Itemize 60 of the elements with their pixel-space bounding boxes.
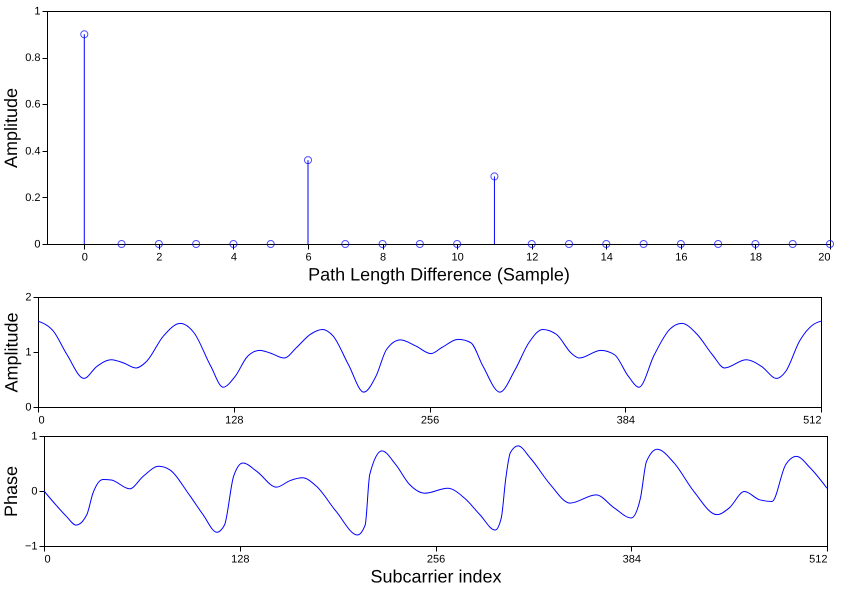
point <box>490 172 498 180</box>
x-tick-label: 256 <box>420 414 440 426</box>
x-tick-label: 10 <box>452 252 464 264</box>
y-tick-label: 2 <box>25 292 32 304</box>
x-tick-label: 12 <box>526 252 538 264</box>
y-tick-label: 0 <box>25 402 32 414</box>
x-tick-label: 0 <box>82 252 88 264</box>
point <box>266 240 275 248</box>
x-tick-label: 20 <box>818 252 830 264</box>
point <box>640 240 648 248</box>
point <box>453 240 462 248</box>
x-tick-label: 18 <box>750 252 762 264</box>
y-axis-title: Amplitude <box>1 312 22 393</box>
point <box>676 240 685 248</box>
point <box>826 240 834 248</box>
x-tick-label: 4 <box>230 252 237 264</box>
x-tick-label: 256 <box>426 554 446 566</box>
x-tick-label: 512 <box>809 554 828 566</box>
point <box>714 240 722 248</box>
point <box>229 240 238 248</box>
y-tick-label: 0.8 <box>25 52 40 64</box>
point <box>564 240 574 248</box>
x-tick-label: 14 <box>600 252 613 264</box>
point <box>528 240 536 248</box>
x-tick-label: 8 <box>380 252 386 264</box>
y-axis-title: Amplitude <box>1 88 22 168</box>
point <box>154 240 163 248</box>
x-tick-label: 512 <box>803 414 822 426</box>
y-tick-label: 1 <box>25 346 32 358</box>
x-tick-label: 128 <box>231 554 250 566</box>
point <box>118 240 126 248</box>
point <box>341 240 350 248</box>
x-tick-label: 16 <box>675 252 688 264</box>
y-tick-label: 1 <box>34 6 40 18</box>
x-tick-label: 6 <box>305 252 312 264</box>
y-tick-label: 0.2 <box>25 192 40 204</box>
point <box>80 30 88 38</box>
y-tick-label: −1 <box>24 540 38 552</box>
point <box>751 240 760 248</box>
y-axis-title: Phase <box>0 466 21 518</box>
point <box>378 240 387 248</box>
y-tick-label: 0 <box>31 486 38 498</box>
x-axis-title: Subcarrier index <box>370 566 502 586</box>
point <box>304 156 312 164</box>
x-axis-title: Path Length Difference (Sample) <box>308 264 570 284</box>
x-tick-label: 384 <box>616 414 635 426</box>
y-tick-label: 1 <box>31 430 38 442</box>
x-tick-label: 128 <box>225 414 244 426</box>
point <box>602 240 610 248</box>
x-tick-label: 2 <box>156 252 162 264</box>
point <box>416 240 424 248</box>
y-tick-label: 0.4 <box>25 145 40 158</box>
line-series <box>44 445 828 536</box>
y-tick-label: 0 <box>34 238 40 250</box>
point <box>788 240 797 248</box>
x-tick-label: 384 <box>622 554 641 566</box>
line-series <box>38 320 822 393</box>
point <box>192 240 200 248</box>
x-tick-label: 0 <box>44 554 51 566</box>
y-tick-label: 0.6 <box>25 98 40 111</box>
